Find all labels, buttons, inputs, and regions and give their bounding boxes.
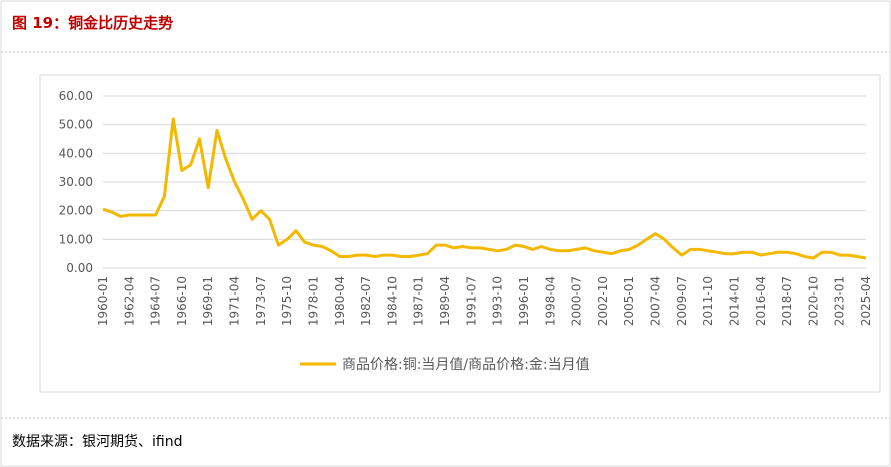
y-tick-label: 50.00 <box>59 118 93 132</box>
x-tick-label: 1966-10 <box>175 276 189 326</box>
y-tick-label: 40.00 <box>59 146 93 160</box>
legend-label: 商品价格:铜:当月值/商品价格:金:当月值 <box>342 357 590 373</box>
x-tick-label: 1978-01 <box>306 276 320 326</box>
x-tick-label: 2007-04 <box>649 276 663 326</box>
x-tick-label: 2009-07 <box>675 276 689 326</box>
data-line <box>102 117 867 260</box>
x-tick-label: 2023-01 <box>833 276 847 326</box>
plot-frame <box>39 74 881 393</box>
x-tick-label: 1980-04 <box>333 276 347 326</box>
y-tick-label: 30.00 <box>59 175 93 189</box>
x-tick-label: 2018-07 <box>780 276 794 326</box>
x-tick-label: 1964-07 <box>149 276 163 326</box>
x-tick-label: 2016-04 <box>754 276 768 326</box>
x-tick-label: 2014-01 <box>727 276 741 326</box>
y-tick-label: 20.00 <box>59 204 93 218</box>
x-tick-label: 1993-10 <box>491 276 505 326</box>
x-tick-label: 1987-01 <box>412 276 426 326</box>
y-tick-label: 60.00 <box>59 89 93 103</box>
x-tick-label: 1973-07 <box>254 276 268 326</box>
x-tick-label: 2002-10 <box>596 276 610 326</box>
x-tick-label: 1960-01 <box>96 276 110 326</box>
x-tick-label: 1971-04 <box>228 276 242 326</box>
x-tick-label: 1975-10 <box>280 276 294 326</box>
x-tick-label: 1969-01 <box>201 276 215 326</box>
x-tick-label: 1996-01 <box>517 276 531 326</box>
x-tick-label: 1984-10 <box>385 276 399 326</box>
x-tick-label: 2005-01 <box>622 276 636 326</box>
x-tick-label: 2011-10 <box>701 276 715 326</box>
x-tick-label: 1991-07 <box>464 276 478 326</box>
x-tick-label: 2020-10 <box>806 276 820 326</box>
x-tick-label: 1982-07 <box>359 276 373 326</box>
y-tick-label: 0.00 <box>66 261 93 275</box>
x-tick-label: 2025-04 <box>859 276 873 326</box>
x-tick-label: 2000-07 <box>570 276 584 326</box>
source: 数据来源：银河期货、ifind <box>12 433 182 450</box>
title: 图 19：铜金比历史走势 <box>12 14 173 32</box>
x-tick-label: 1989-04 <box>438 276 452 326</box>
y-tick-label: 10.00 <box>59 232 93 246</box>
x-tick-label: 1998-04 <box>543 276 557 326</box>
x-tick-label: 1962-04 <box>122 276 136 326</box>
